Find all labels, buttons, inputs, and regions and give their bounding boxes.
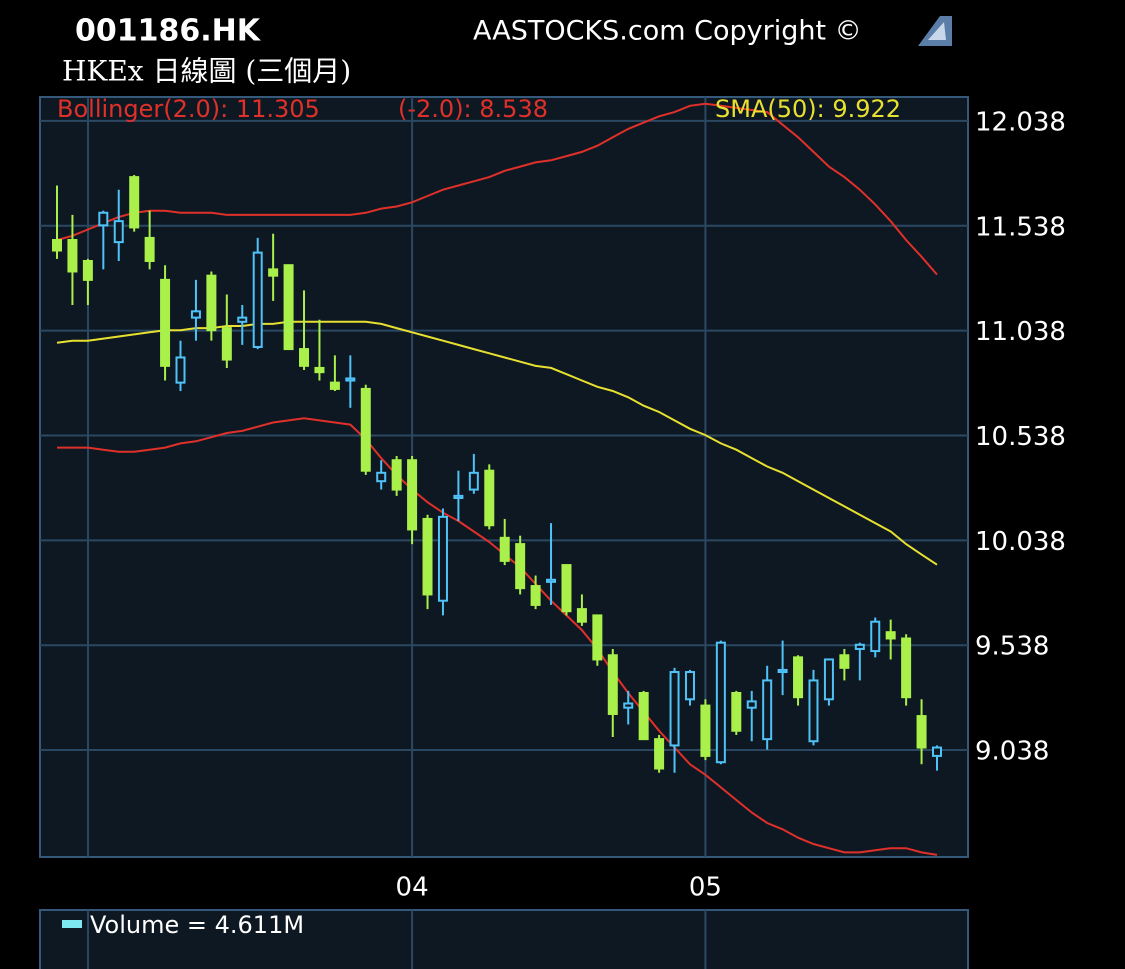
candle-body <box>67 239 78 273</box>
candle-body <box>870 620 881 653</box>
indicator-line <box>56 102 938 276</box>
chart-title: 001186.HK <box>75 14 262 49</box>
candle-body <box>731 692 742 732</box>
y-tick-label: 9.038 <box>975 737 1049 767</box>
chart-subtitle: HKEx 日線圖 (三個月) <box>62 55 351 88</box>
candle-body <box>98 211 109 227</box>
candle-body <box>839 654 850 669</box>
candle-body <box>684 671 695 701</box>
candle-body <box>885 631 896 640</box>
candle-body <box>82 259 93 281</box>
candle-body <box>607 654 618 715</box>
candle-body <box>638 692 649 741</box>
candle-body <box>345 377 356 382</box>
candle-body <box>546 578 557 583</box>
logo <box>918 16 952 46</box>
candle-body <box>654 738 665 770</box>
candle-body <box>932 746 942 757</box>
candle-body <box>762 679 773 741</box>
candle-body <box>160 278 171 367</box>
candle-body <box>901 637 912 699</box>
candle-body <box>777 668 788 674</box>
candle-body <box>407 459 418 531</box>
candle-body <box>561 564 572 613</box>
candle-body <box>468 471 479 491</box>
candle-body <box>592 614 603 661</box>
candle-body <box>129 176 140 229</box>
candle-body <box>669 671 680 747</box>
candle-body <box>314 366 325 374</box>
y-tick-label: 12.038 <box>975 107 1066 137</box>
candle-body <box>391 459 402 491</box>
candle-body <box>623 702 634 709</box>
y-tick-label: 11.038 <box>975 317 1066 347</box>
candle-body <box>515 543 526 590</box>
candle-body <box>823 658 834 701</box>
candle-body <box>113 220 124 244</box>
candle-body <box>437 515 448 602</box>
candle-body <box>299 348 310 367</box>
candle-body <box>700 704 711 757</box>
plot-area <box>39 96 969 858</box>
y-tick-label: 11.538 <box>975 212 1066 242</box>
candle-body <box>190 310 201 319</box>
candle-body <box>484 469 495 527</box>
candle-body <box>237 316 248 323</box>
x-tick-label: 05 <box>689 873 722 903</box>
candle-body <box>206 274 217 332</box>
indicator-lines <box>56 102 938 856</box>
candle-body <box>808 679 819 743</box>
indicator-line <box>57 417 938 856</box>
candle-body <box>576 608 587 623</box>
candle-body <box>715 641 726 764</box>
y-tick-label: 10.538 <box>975 422 1066 452</box>
candle-body <box>52 239 62 252</box>
candle-body <box>175 356 186 384</box>
volume-panel <box>39 909 969 969</box>
candle-body <box>252 251 263 348</box>
candle-body <box>376 471 387 483</box>
volume-swatch <box>62 920 82 928</box>
y-tick-label: 10.038 <box>975 527 1066 557</box>
candle-body <box>453 494 464 499</box>
candle-body <box>283 264 294 351</box>
candle-body <box>422 517 433 596</box>
candles <box>52 175 942 773</box>
candle-body <box>144 236 155 262</box>
candle-body <box>530 585 541 606</box>
legend-entry: Bollinger(2.0): 11.305 <box>57 95 320 123</box>
candle-body <box>329 381 340 390</box>
candle-body <box>746 700 757 709</box>
copyright: AASTOCKS.com Copyright © <box>473 16 862 47</box>
candle-body <box>221 327 232 361</box>
candle-body <box>793 656 804 699</box>
legend-entry: SMA(50): 9.922 <box>715 95 901 123</box>
candle-body <box>360 387 371 472</box>
candle-body <box>854 643 865 650</box>
candle-body <box>268 268 279 277</box>
volume-label: Volume = 4.611M <box>90 911 304 939</box>
candle-body <box>916 715 927 749</box>
indicator-line <box>56 320 938 566</box>
legend-entry: (-2.0): 8.538 <box>398 95 548 123</box>
candle-body <box>499 536 510 562</box>
x-tick-label: 04 <box>396 873 429 903</box>
y-tick-label: 9.538 <box>975 632 1049 662</box>
